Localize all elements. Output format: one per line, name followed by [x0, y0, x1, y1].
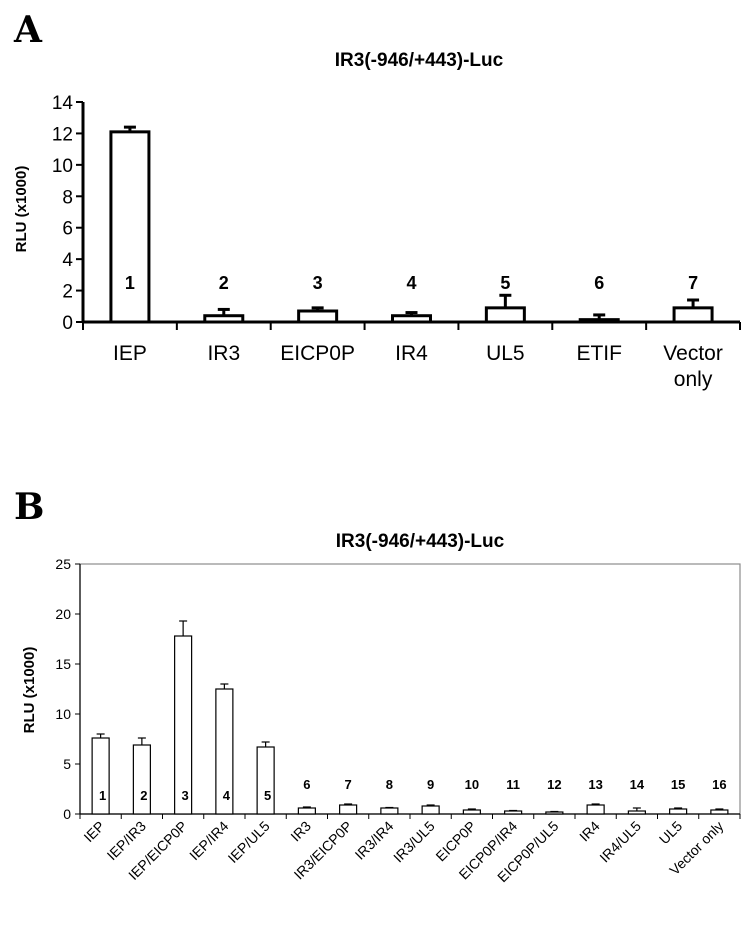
panel-b-bar [710, 809, 729, 815]
panel-b-bar-number: 10 [465, 777, 479, 792]
panel-b-bar-number: 8 [386, 777, 393, 792]
panel-a-bar-number: 4 [406, 273, 416, 293]
panel-b-category-label: IEP [80, 818, 107, 845]
panel-b-bar [669, 808, 688, 815]
panel-b-letter: B [14, 486, 44, 528]
panel-a-category-label: IR3 [207, 342, 240, 365]
panel-a-category-label: UL5 [486, 342, 525, 365]
panel-b: B IR3(-946/+443)-Luc RLU (x1000) 0510152… [14, 486, 741, 885]
panel-a: A IR3(-946/+443)-Luc RLU (x1000) 0 2 4 6 8 10… [13, 9, 741, 391]
panel-b-bar-number: 3 [182, 788, 189, 803]
panel-a-bar [297, 309, 339, 324]
panel-b-bar [627, 810, 646, 815]
panel-a-category-label: IR4 [395, 342, 428, 365]
panel-b-category-label: IR4/UL5 [596, 818, 644, 866]
panel-a-category-label: Vector only [663, 342, 723, 391]
panel-b-bar [297, 807, 316, 815]
panel-b-bar-number: 6 [303, 777, 310, 792]
panel-b-y-tick-label: 20 [55, 606, 71, 622]
panel-a-bar [672, 306, 714, 324]
panel-a-category-label: ETIF [576, 342, 622, 365]
panel-b-category-label: IR4 [576, 818, 603, 845]
panel-b-category-label: IR3 [287, 818, 314, 845]
panel-b-y-tick-label: 25 [55, 556, 71, 572]
panel-b-bar-number: 4 [223, 788, 231, 803]
panel-a-category-label: EICP0P [280, 342, 355, 365]
panel-b-bar [339, 804, 358, 815]
panel-a-letter: A [13, 9, 43, 51]
panel-a-y-tick-label: 14 [52, 93, 74, 114]
panel-b-y-tick-label: 15 [55, 656, 71, 672]
panel-a-bar [578, 318, 620, 324]
panel-a-bar [391, 314, 432, 324]
panel-b-bar-number: 13 [588, 777, 602, 792]
panel-b-category-label: UL5 [656, 818, 686, 848]
panel-b-bar-number: 15 [671, 777, 685, 792]
panel-b-bar-number: 9 [427, 777, 434, 792]
panel-a-bar [109, 130, 151, 324]
panel-b-bar-number: 16 [712, 777, 726, 792]
panel-b-bar-number: 7 [345, 777, 352, 792]
panel-a-y-tick-label: 12 [52, 124, 73, 145]
panel-a-bar-number: 3 [313, 273, 323, 293]
panel-b-title: IR3(-946/+443)-Luc [336, 531, 505, 552]
panel-a-y-tick-label: 8 [62, 187, 73, 208]
panel-a-y-tick-label: 4 [62, 250, 73, 271]
panel-b-bar-number: 12 [547, 777, 561, 792]
panel-a-bar [484, 306, 526, 324]
panel-b-category-label: IR3/IR4 [352, 818, 397, 863]
panel-b-category-label: IEP/IR4 [186, 818, 232, 864]
panel-b-bar [421, 805, 440, 815]
panel-b-bar [545, 811, 564, 815]
panel-a-marks: 0 2 4 6 8 10 12 14 1 IEP 2 IR3 3 EICP0P 4 IR4 5 UL5 6 ETIF 7… [52, 93, 741, 391]
panel-a-bar-number: 7 [688, 273, 698, 293]
panel-a-y-axis-label: RLU (x1000) [13, 166, 30, 253]
panel-a-title: IR3(-946/+443)-Luc [335, 50, 504, 71]
panel-b-bar-number: 5 [264, 788, 271, 803]
panel-b-category-label: IR3/UL5 [390, 818, 438, 866]
panel-b-bar-number: 14 [630, 777, 645, 792]
panel-b-y-tick-label: 10 [55, 706, 71, 722]
panel-b-bar [504, 810, 523, 815]
panel-b-bar [586, 804, 605, 815]
panel-a-y-tick-label: 0 [62, 313, 73, 334]
panel-b-bar [132, 744, 151, 815]
panel-b-category-label: IEP/UL5 [225, 818, 273, 866]
panel-a-bar-number: 6 [594, 273, 604, 293]
panel-b-bar [462, 809, 481, 815]
panel-a-bar [203, 314, 245, 324]
panel-a-bar-number: 1 [125, 273, 135, 293]
panel-b-y-tick-label: 0 [63, 806, 71, 822]
panel-b-y-tick-label: 5 [63, 756, 71, 772]
panel-b-bar [380, 807, 399, 815]
panel-a-y-tick-label: 2 [62, 282, 73, 303]
panel-a-y-tick-label: 6 [62, 219, 73, 240]
panel-b-bar-number: 2 [140, 788, 147, 803]
panel-b-bar-number: 11 [506, 777, 520, 792]
panel-b-bar-number: 1 [99, 788, 106, 803]
panel-b-y-axis-label: RLU (x1000) [21, 647, 38, 734]
panel-b-marks: 05101520251IEP2IEP/IR33IEP/EICP0P4IEP/IR… [55, 556, 741, 885]
panel-b-bar [256, 746, 275, 815]
panel-a-bar-number: 5 [500, 273, 510, 293]
panel-a-y-tick-label: 10 [52, 156, 73, 177]
panel-a-category-label: IEP [113, 342, 147, 365]
panel-a-bar-number: 2 [219, 273, 229, 293]
